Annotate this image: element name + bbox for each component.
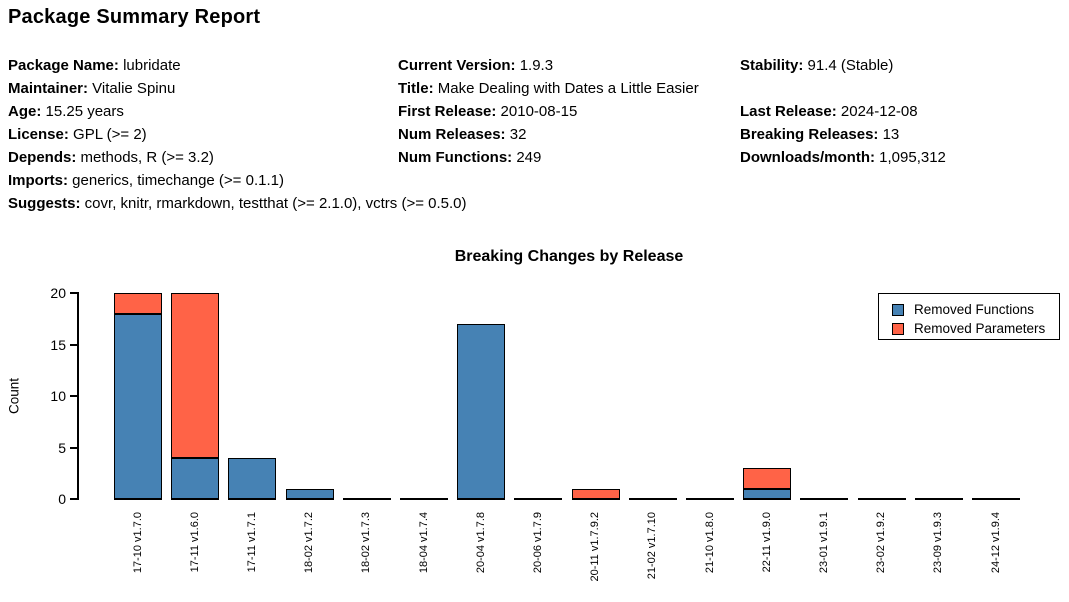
meta-item: Num Functions: 249 (398, 149, 542, 166)
x-axis-tick-label: 18-02 v1.7.2 (303, 512, 316, 574)
y-axis-tick (70, 446, 78, 449)
bar-segment-removed-functions (171, 457, 220, 499)
y-axis-tick (70, 292, 78, 294)
meta-item: Age: 15.25 years (8, 103, 124, 120)
x-axis-tick-label: 21-02 v1.7.10 (646, 512, 659, 580)
bar-segment-removed-functions (114, 313, 162, 499)
chart-title: Breaking Changes by Release (454, 248, 684, 265)
x-axis-tick-label: 18-02 v1.7.3 (360, 512, 373, 574)
bar-segment-removed-functions (743, 488, 792, 499)
chart-legend: Removed Functions Removed Parameters (878, 293, 1060, 340)
bar-baseline (114, 498, 162, 500)
removed-parameters-swatch-icon (892, 322, 904, 335)
y-axis-tick (70, 343, 78, 346)
bar-segment-removed-parameters (571, 488, 620, 499)
bar-baseline (514, 498, 563, 500)
y-axis-tick-label: 15 (50, 336, 66, 353)
meta-item: Imports: generics, timechange (>= 0.1.1) (8, 172, 284, 189)
meta-item: Breaking Releases: 13 (740, 126, 900, 143)
x-axis-tick-label: 17-11 v1.6.0 (188, 512, 201, 573)
bar-segment-removed-parameters (114, 293, 162, 314)
meta-item: First Release: 2010-08-15 (398, 103, 578, 120)
bar-baseline (171, 498, 220, 500)
meta-item: Depends: methods, R (>= 3.2) (8, 149, 214, 166)
x-axis-tick-label: 21-10 v1.8.0 (703, 512, 716, 574)
bar-baseline (342, 498, 391, 500)
bar-baseline (686, 498, 734, 500)
meta-item: Downloads/month: 1,095,312 (740, 149, 946, 166)
y-axis-tick (70, 395, 78, 397)
bar-baseline (800, 498, 849, 500)
x-axis-tick-label: 20-11 v1.7.9.2 (589, 512, 602, 582)
bar-segment-removed-functions (285, 488, 334, 499)
x-axis-tick-label: 22-11 v1.9.0 (760, 512, 773, 573)
x-axis-tick-label: 17-10 v1.7.0 (131, 512, 144, 574)
bar-baseline (914, 498, 963, 500)
bar-baseline (400, 498, 448, 500)
meta-item: Title: Make Dealing with Dates a Little … (398, 80, 699, 97)
x-axis-tick-label: 18-04 v1.7.4 (417, 512, 430, 574)
x-axis-tick-label: 20-04 v1.7.8 (474, 512, 487, 574)
meta-item: Last Release: 2024-12-08 (740, 103, 918, 120)
y-axis-tick-label: 0 (58, 491, 66, 507)
meta-item: License: GPL (>= 2) (8, 126, 147, 143)
meta-item: Stability: 91.4 (Stable) (740, 57, 894, 74)
x-axis-tick-label: 17-11 v1.7.1 (245, 512, 258, 573)
legend-label: Removed Parameters (914, 321, 1046, 336)
x-axis-tick-label: 20-06 v1.7.9 (531, 512, 544, 574)
bar-baseline (228, 498, 277, 500)
legend-item-removed-parameters: Removed Parameters (892, 319, 1059, 338)
bar-baseline (972, 498, 1020, 500)
bar-baseline (571, 498, 620, 500)
y-axis-title: Count (6, 377, 22, 415)
bar-segment-removed-functions (228, 457, 277, 499)
bar-segment-removed-parameters (743, 468, 792, 489)
y-axis-line (77, 292, 79, 500)
page-title: Package Summary Report (8, 6, 261, 28)
y-axis-tick-label: 20 (50, 285, 66, 301)
meta-item: Suggests: covr, knitr, rmarkdown, testth… (8, 195, 467, 212)
meta-item: Package Name: lubridate (8, 57, 181, 74)
y-axis-tick-label: 10 (50, 388, 66, 404)
removed-functions-swatch-icon (892, 303, 904, 316)
bar-baseline (285, 498, 334, 500)
legend-item-removed-functions: Removed Functions (892, 300, 1059, 319)
bar-baseline (743, 498, 792, 500)
bar-baseline (857, 498, 906, 500)
meta-item: Num Releases: 32 (398, 126, 527, 143)
meta-item: Current Version: 1.9.3 (398, 57, 554, 74)
x-axis-tick-label: 23-09 v1.9.3 (932, 512, 945, 574)
x-axis-tick-label: 23-01 v1.9.1 (817, 512, 830, 574)
bar-segment-removed-parameters (171, 293, 220, 458)
y-axis-tick (70, 498, 78, 500)
bar-baseline (628, 498, 677, 500)
meta-item: Maintainer: Vitalie Spinu (8, 80, 176, 97)
x-axis-tick-label: 23-02 v1.9.2 (875, 512, 888, 574)
legend-label: Removed Functions (914, 302, 1035, 317)
x-axis-tick-label: 24-12 v1.9.4 (989, 512, 1002, 574)
bar-baseline (457, 498, 506, 500)
bar-segment-removed-functions (457, 323, 506, 499)
y-axis-tick-label: 5 (58, 439, 66, 456)
